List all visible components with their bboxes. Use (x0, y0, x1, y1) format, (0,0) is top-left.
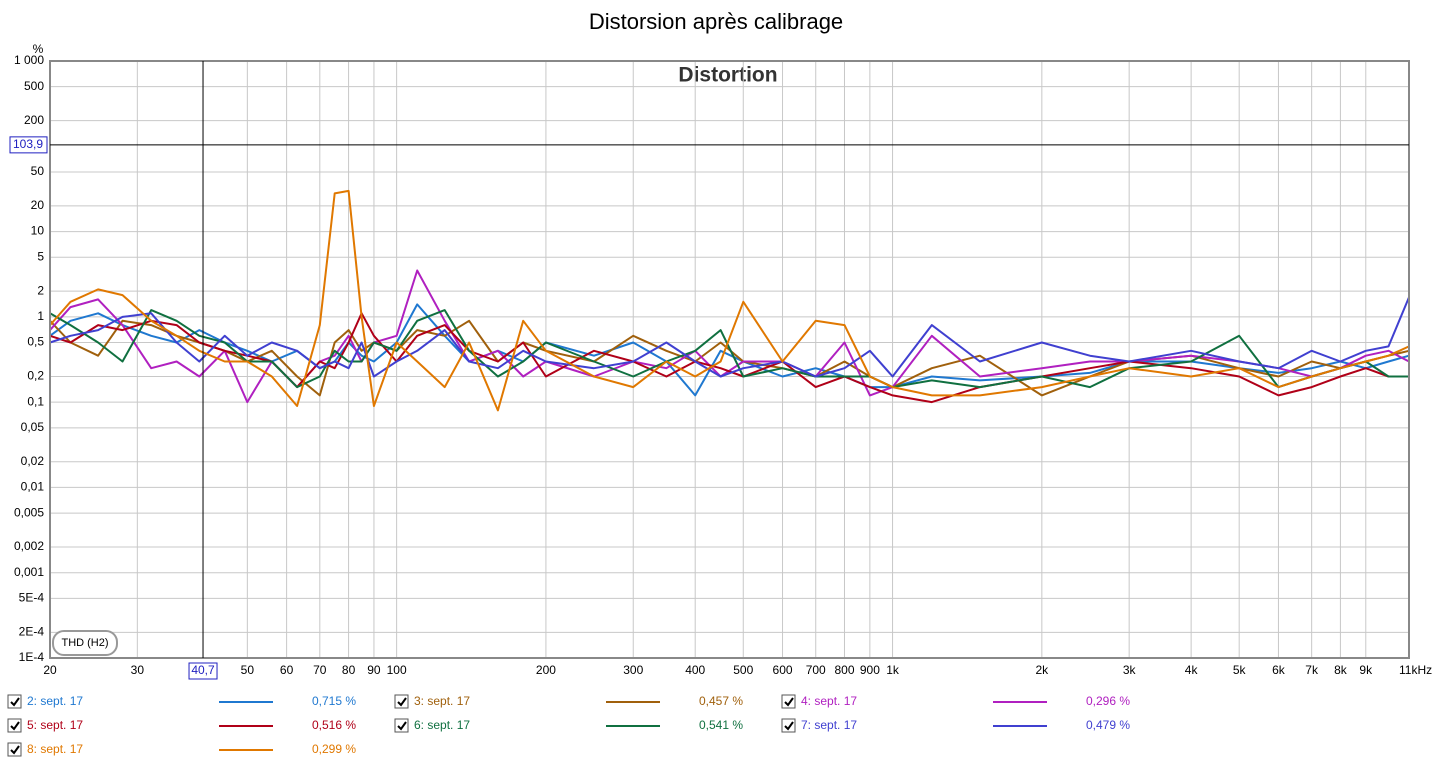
legend-check[interactable] (10, 745, 20, 755)
y-tick-label: 1 000 (14, 53, 44, 67)
y-tick-label: 0,02 (21, 454, 45, 468)
x-tick-label: 7k (1305, 663, 1319, 677)
legend-checkbox[interactable] (7, 694, 22, 709)
legend-name: 8: sept. 17 (27, 742, 83, 756)
chart-title: Distorsion après calibrage (589, 9, 843, 34)
plot-title: Distortion (678, 64, 777, 87)
legend-check[interactable] (10, 697, 20, 707)
y-tick-label: 20 (31, 198, 45, 212)
legend-cursor-value: 0,516 % (312, 718, 356, 732)
x-tick-label: 300 (623, 663, 643, 677)
legend-name: 2: sept. 17 (27, 694, 83, 708)
legend-cursor-value: 0,479 % (1086, 718, 1130, 732)
x-tick-label: 30 (131, 663, 145, 677)
x-tick-label: 11kHz (1399, 663, 1432, 677)
x-tick-label: 20 (43, 663, 57, 677)
x-tick-label: 5k (1233, 663, 1247, 677)
x-tick-label: 800 (834, 663, 854, 677)
y-tick-label: 2 (37, 283, 44, 297)
plot-frame (49, 60, 1410, 659)
x-tick-label: 500 (733, 663, 753, 677)
mode-button[interactable] (52, 630, 118, 656)
legend-cursor-value: 0,457 % (699, 694, 743, 708)
x-tick-label: 50 (241, 663, 255, 677)
y-tick-label: 0,5 (27, 335, 44, 349)
x-tick-label: 600 (773, 663, 793, 677)
y-tick-label: 0,005 (14, 505, 44, 519)
x-tick-label: 70 (313, 663, 327, 677)
x-tick-label: 6k (1272, 663, 1286, 677)
x-tick-label: 100 (387, 663, 407, 677)
y-tick-label: 10 (31, 224, 45, 238)
x-tick-label: 4k (1185, 663, 1199, 677)
cursor-x-box (188, 662, 218, 680)
cursor-y-label: 103,9 (13, 137, 43, 151)
legend-check[interactable] (784, 721, 794, 731)
y-tick-label: 0,002 (14, 539, 44, 553)
mode-button-label[interactable]: THD (H2) (61, 637, 108, 649)
y-tick-label: 200 (24, 113, 44, 127)
y-tick-label: 0,001 (14, 565, 44, 579)
x-tick-label: 3k (1123, 663, 1137, 677)
x-tick-label: 90 (367, 663, 381, 677)
y-tick-label: 5E-4 (19, 591, 45, 605)
x-tick-label: 8k (1334, 663, 1348, 677)
y-tick-label: 500 (24, 79, 44, 93)
legend-check[interactable] (10, 721, 20, 731)
y-tick-label: 0,2 (27, 369, 44, 383)
y-unit: % (33, 42, 44, 56)
x-tick-label: 2k (1035, 663, 1049, 677)
x-tick-label: 200 (536, 663, 556, 677)
x-tick-label: 900 (860, 663, 880, 677)
legend-cursor-value: 0,715 % (312, 694, 356, 708)
legend-cursor-value: 0,299 % (312, 742, 356, 756)
y-tick-label: 1 (37, 309, 44, 323)
series-line (49, 189, 1410, 412)
legend-name: 5: sept. 17 (27, 718, 83, 732)
legend-check[interactable] (397, 721, 407, 731)
legend-name: 6: sept. 17 (414, 718, 470, 732)
series-line (49, 309, 1409, 389)
x-tick-label: 700 (806, 663, 826, 677)
y-tick-label: 0,05 (21, 420, 45, 434)
legend-name: 3: sept. 17 (414, 694, 470, 708)
legend-check[interactable] (784, 697, 794, 707)
y-tick-label: 2E-4 (19, 624, 45, 638)
legend-cursor-value: 0,541 % (699, 718, 743, 732)
x-tick-label: 60 (280, 663, 294, 677)
legend-checkbox[interactable] (781, 694, 796, 709)
y-tick-label: 1E-4 (19, 650, 45, 664)
y-tick-label: 0,01 (21, 480, 45, 494)
x-tick-label: 400 (685, 663, 705, 677)
y-tick-label: 50 (31, 164, 45, 178)
legend-checkbox[interactable] (394, 718, 409, 733)
y-tick-label: 0,1 (27, 394, 44, 408)
legend-name: 4: sept. 17 (801, 694, 857, 708)
y-tick-label: 5 (37, 249, 44, 263)
cursor-x-label: 40,7 (191, 663, 215, 677)
legend-name: 7: sept. 17 (801, 718, 857, 732)
x-tick-label: 1k (886, 663, 900, 677)
x-tick-label: 80 (342, 663, 356, 677)
legend-checkbox[interactable] (7, 718, 22, 733)
legend-checkbox[interactable] (781, 718, 796, 733)
legend-checkbox[interactable] (7, 742, 22, 757)
legend-cursor-value: 0,296 % (1086, 694, 1130, 708)
cursor-y-box (9, 136, 48, 154)
series-line (49, 296, 1410, 378)
legend-checkbox[interactable] (394, 694, 409, 709)
x-tick-label: 9k (1359, 663, 1373, 677)
legend-check[interactable] (397, 697, 407, 707)
